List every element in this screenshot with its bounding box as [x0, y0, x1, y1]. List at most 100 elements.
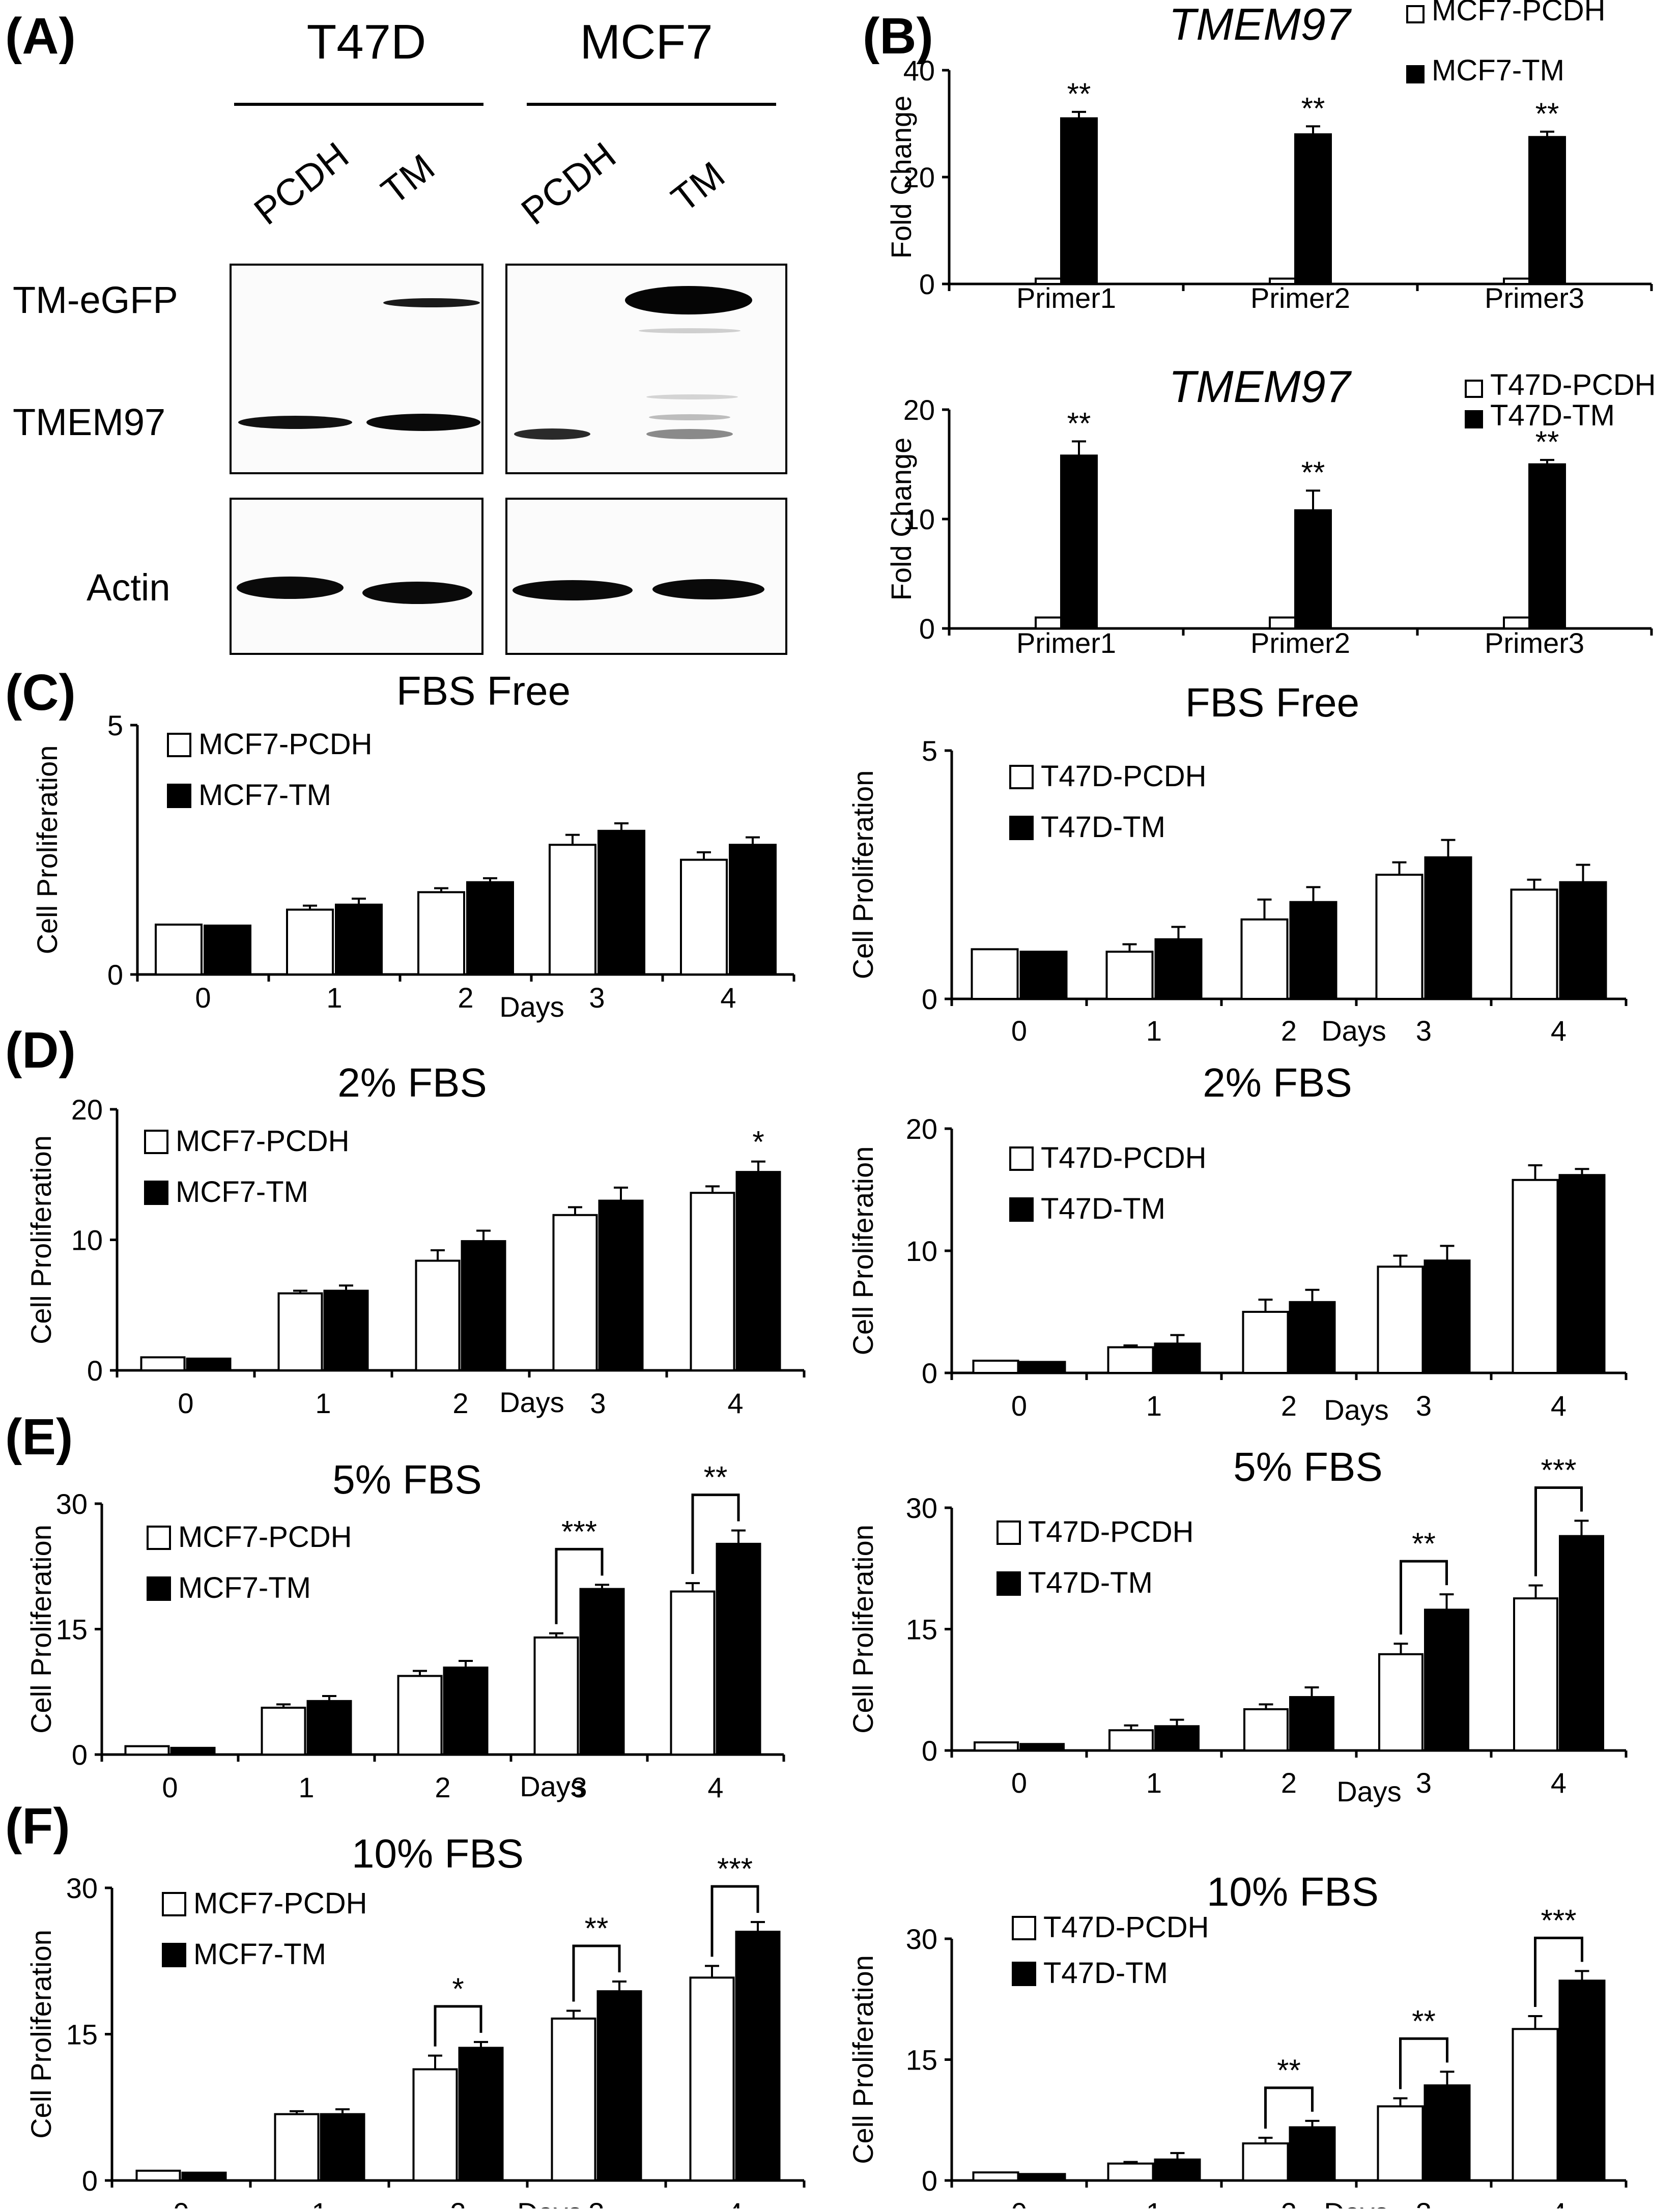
x-tick-label: 1 [311, 2197, 327, 2208]
legend-label: T47D-TM [1041, 1192, 1165, 1225]
x-tick-label: 0 [173, 2197, 189, 2208]
panel-label-f: (F) [5, 1798, 70, 1855]
x-tick-label: 0 [195, 982, 211, 1014]
blot-box-t47d [230, 264, 483, 474]
x-tick-label: Primer2 [1250, 282, 1350, 314]
bar-tm [1019, 1361, 1066, 1374]
chart-title: 5% FBS [1233, 1444, 1382, 1489]
legend-swatch [144, 1181, 168, 1205]
y-tick-label: 20 [903, 394, 935, 426]
bar-control [1107, 2162, 1154, 2181]
band-actin-mcf7-pcdh [512, 580, 633, 600]
legend-swatch [1009, 1197, 1034, 1222]
legend-label: MCF7-TM [193, 1938, 326, 1971]
x-tick-label: 4 [727, 2197, 743, 2208]
bar-control [155, 924, 203, 975]
bar-tm [443, 1667, 489, 1756]
bar-control [1242, 1311, 1289, 1374]
x-axis-label: Days [1321, 1015, 1386, 1047]
blot-box-actin-mcf7 [505, 498, 787, 655]
panel-label-a: (A) [5, 8, 76, 65]
x-axis-label: Days [1324, 2197, 1389, 2208]
legend-swatch [1009, 816, 1034, 840]
bar-control [397, 1675, 443, 1756]
bar-control [533, 1636, 579, 1756]
x-axis-label: Days [520, 1770, 585, 1802]
legend-label: MCF7-TM [1432, 54, 1564, 87]
bar-tm [1558, 1979, 1606, 2181]
legend-label: MCF7-PCDH [198, 728, 373, 761]
bar-tm [204, 924, 251, 975]
bar-tm [735, 1171, 781, 1372]
x-tick-label: 0 [1011, 2197, 1027, 2208]
bar-tm [1154, 1342, 1201, 1374]
y-axis-label: Fold Change [885, 96, 917, 259]
blot-box-actin-t47d [230, 498, 483, 655]
bar-control [972, 2171, 1019, 2181]
legend-label: T47D-TM [1041, 811, 1165, 844]
bar-control [286, 908, 334, 975]
significance-label: ** [1301, 91, 1325, 125]
y-tick-label: 5 [922, 735, 937, 767]
band-tmem97-t47d-pcdh [238, 416, 352, 429]
x-tick-label: 4 [727, 1387, 743, 1419]
x-tick-label: 2 [452, 1387, 468, 1419]
band-tmem97-t47d-tm [366, 414, 480, 431]
bar-control [1510, 888, 1558, 1000]
bar-control [974, 1741, 1019, 1752]
x-tick-label: 3 [588, 2197, 604, 2208]
significance-label: * [752, 1125, 764, 1159]
bar-tm [170, 1746, 216, 1756]
bar-tm [461, 1240, 506, 1371]
legend-label: MCF7-TM [198, 779, 331, 812]
legend-label: T47D-TM [1490, 399, 1615, 432]
x-tick-label: 4 [1551, 1767, 1567, 1799]
legend-swatch [1465, 380, 1483, 398]
x-tick-label: 0 [178, 1387, 193, 1419]
bar-tm [729, 844, 777, 975]
legend-swatch [147, 1526, 171, 1550]
y-tick-label: 15 [906, 2044, 937, 2076]
bar-tm [1559, 1535, 1604, 1751]
legend-swatch [1009, 1146, 1034, 1171]
legend-swatch [1012, 1916, 1036, 1940]
bar-control [277, 1292, 323, 1372]
bar-tm [598, 1199, 644, 1372]
bar-tm [320, 2113, 365, 2181]
legend-label: T47D-TM [1028, 1566, 1153, 1599]
x-axis-label: Days [1336, 1775, 1402, 1807]
legend-swatch [147, 1576, 171, 1601]
chart-d1: 0 10 20 0 1 2 3 4 Cell Proliferation Days 2% FBS * M… [25, 1060, 806, 1419]
bar-tm [335, 903, 383, 976]
y-tick-label: 15 [66, 2019, 98, 2051]
bar-tm [1154, 938, 1203, 1000]
y-tick-label: 10 [71, 1224, 103, 1256]
chart-b2: 0 10 20 Primer1 Primer2 Primer3 Fold Change TME… [885, 361, 1656, 659]
y-axis-label: Cell Proliferation [31, 745, 63, 955]
bar-control [670, 1590, 716, 1756]
bar-tm [1154, 1725, 1200, 1752]
y-tick-label: 20 [906, 1113, 937, 1145]
band-tmem97-mcf7-tm [646, 429, 733, 439]
x-tick-label: 2 [458, 982, 473, 1014]
x-tick-label: 1 [1146, 1767, 1162, 1799]
x-tick-label: 1 [1146, 1015, 1162, 1047]
bar-control [972, 1360, 1019, 1374]
bar-tm [1019, 1743, 1065, 1752]
legend-label: T47D-TM [1043, 1957, 1168, 1990]
bar-control [551, 2017, 596, 2181]
legend-swatch [144, 1130, 168, 1154]
legend-label: T47D-PCDH [1043, 1911, 1209, 1944]
x-tick-label: 4 [1551, 2197, 1567, 2208]
chart-d2: 0 10 20 0 1 2 3 4 Cell Proliferation Days 2% FBS T4… [847, 1060, 1628, 1426]
chart-title: 5% FBS [332, 1457, 481, 1502]
bar-tm [1019, 951, 1068, 1000]
bar-tm [186, 1357, 232, 1372]
bar-tm [1559, 881, 1607, 1000]
lane-label: PCDH [514, 134, 623, 233]
legend-swatch [1012, 1962, 1036, 1986]
significance-label: ** [585, 1911, 609, 1945]
legend-label: MCF7-PCDH [193, 1887, 367, 1920]
significance-label: ** [1277, 2053, 1301, 2087]
